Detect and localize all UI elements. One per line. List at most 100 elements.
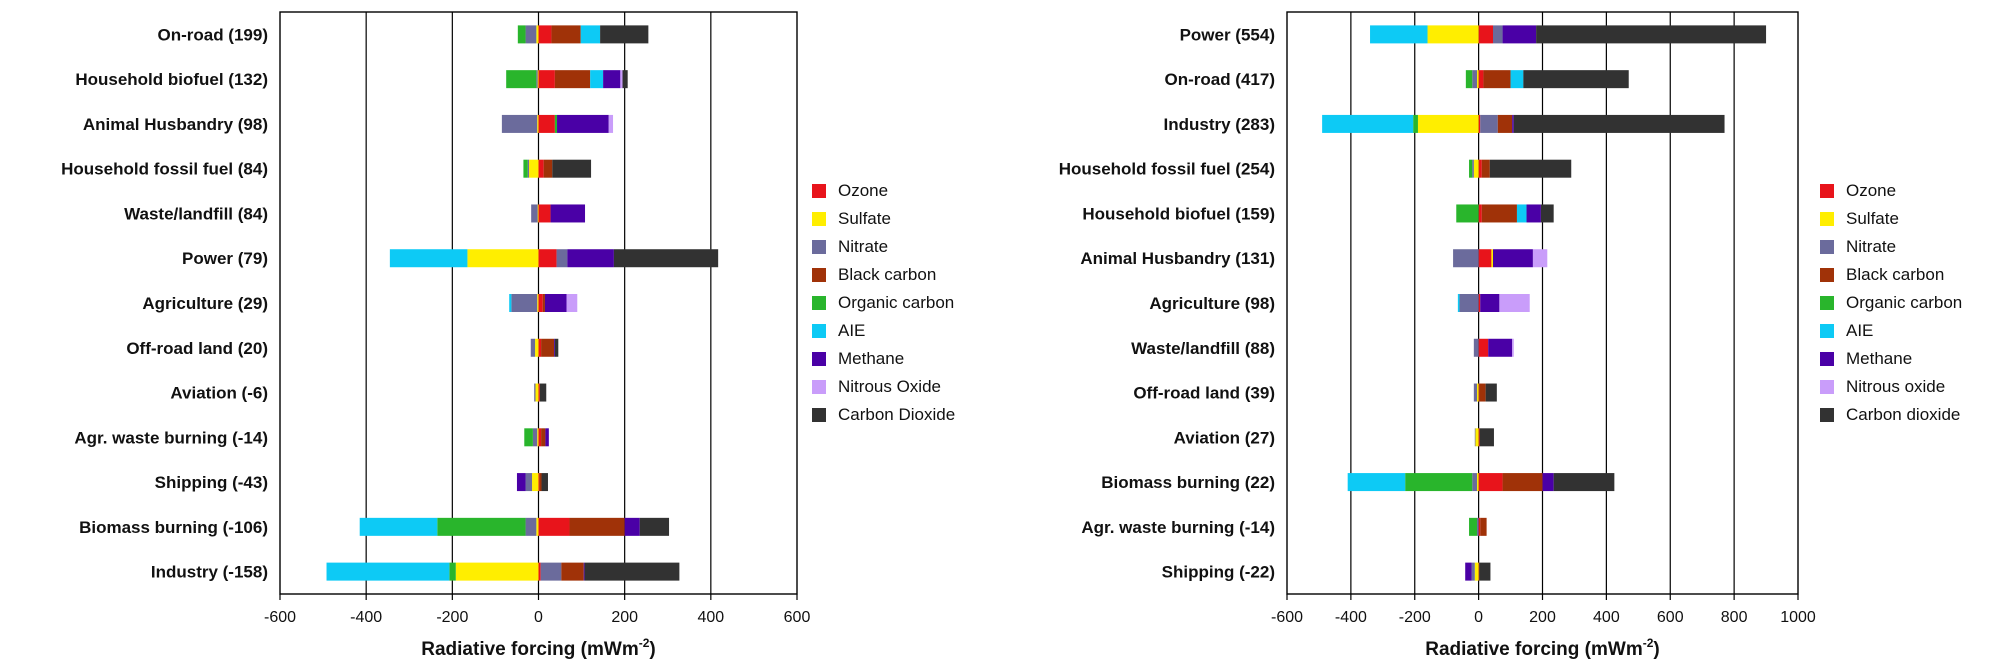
bar-segment-black-carbon bbox=[543, 159, 553, 178]
legend-swatch bbox=[812, 240, 826, 254]
bar-segment-sulfate bbox=[535, 338, 539, 357]
legend-label: Methane bbox=[838, 349, 905, 368]
bar-segment-black-carbon bbox=[551, 25, 581, 44]
bar-segment-black-carbon bbox=[541, 338, 555, 357]
bar-segment-nitrate bbox=[1472, 473, 1478, 492]
category-label: Power (554) bbox=[1180, 25, 1275, 44]
bar-segment-ozone bbox=[1478, 517, 1481, 536]
bar-segment-nitrous-oxide bbox=[1499, 294, 1530, 312]
bar-segment-sulfate bbox=[1475, 428, 1479, 447]
legend-item: Nitrous oxide bbox=[1820, 373, 1962, 401]
bar-segment-nitrate bbox=[1471, 562, 1475, 581]
bar-segment-ozone bbox=[1478, 204, 1482, 223]
bar-segment-sulfate bbox=[1427, 25, 1479, 44]
bar-segment-ozone bbox=[538, 338, 542, 357]
bar-segment-nitrate bbox=[1472, 70, 1478, 89]
legend-item: Nitrate bbox=[1820, 233, 1962, 261]
bar-segment-ozone bbox=[1478, 159, 1482, 178]
category-label: Animal Husbandry (131) bbox=[1080, 249, 1275, 268]
bar-segment-nitrate bbox=[536, 70, 538, 89]
category-label: Agr. waste burning (-14) bbox=[74, 428, 268, 447]
bar-segment-methane bbox=[1542, 473, 1554, 492]
bar-segment-aie bbox=[1457, 294, 1460, 312]
bar-segment-organic-carbon bbox=[1413, 114, 1418, 133]
bar-segment-nitrate bbox=[530, 338, 536, 357]
legend-label: Nitrate bbox=[1846, 237, 1897, 256]
bar-segment-carbon-dioxide bbox=[539, 383, 547, 402]
bar-segment-black-carbon bbox=[1502, 473, 1543, 492]
bar-segment-organic-carbon bbox=[523, 159, 528, 178]
category-label: Off-road land (20) bbox=[126, 339, 268, 358]
bar-segment-aie bbox=[1347, 473, 1406, 492]
category-label: Shipping (-22) bbox=[1162, 563, 1275, 582]
legend-label: Carbon Dioxide bbox=[838, 405, 956, 424]
legend-label: Organic carbon bbox=[1846, 293, 1963, 312]
bar-segment-organic-carbon bbox=[1469, 159, 1473, 178]
bar-segment-nitrous-oxide bbox=[1512, 338, 1514, 357]
bar-segment-ozone bbox=[1478, 114, 1481, 133]
bar-segment-carbon-dioxide bbox=[1523, 70, 1629, 89]
category-label: Agriculture (98) bbox=[1149, 294, 1275, 313]
bar-segment-ozone bbox=[538, 428, 542, 447]
bar-segment-sulfate bbox=[535, 383, 539, 402]
bar-segment-carbon-dioxide bbox=[600, 25, 649, 44]
bar-segment-black-carbon bbox=[561, 562, 584, 581]
bar-segment-methane bbox=[1502, 25, 1537, 44]
bar-segment-carbon-dioxide bbox=[1489, 159, 1572, 178]
legend-label: AIE bbox=[838, 321, 866, 340]
legend-item: Carbon dioxide bbox=[1820, 401, 1962, 429]
bar-segment-organic-carbon bbox=[517, 25, 526, 44]
legend-label: Carbon dioxide bbox=[1846, 405, 1961, 424]
x-tick-label: 400 bbox=[697, 609, 724, 626]
bar-segment-black-carbon bbox=[1481, 159, 1490, 178]
bar-segment-methane bbox=[544, 294, 567, 312]
category-label: Waste/landfill (84) bbox=[124, 204, 268, 223]
category-label: On-road (199) bbox=[157, 25, 268, 44]
bar-segment-aie bbox=[1510, 70, 1524, 89]
legend-item: Methane bbox=[1820, 345, 1962, 373]
bar-segment-black-carbon bbox=[542, 294, 545, 312]
bar-segment-carbon-dioxide bbox=[1536, 25, 1767, 44]
bar-segment-nitrate bbox=[1480, 114, 1498, 133]
x-tick-label: 600 bbox=[784, 609, 811, 626]
bar-segment-methane bbox=[1512, 114, 1514, 133]
bar-segment-sulfate bbox=[1477, 70, 1479, 89]
bar-segment-methane bbox=[567, 249, 614, 268]
bar-segment-sulfate bbox=[536, 517, 539, 536]
bar-segment-nitrate bbox=[531, 204, 538, 223]
bar-segment-organic-carbon bbox=[1456, 204, 1479, 223]
legend-swatch bbox=[812, 184, 826, 198]
category-label: Household fossil fuel (254) bbox=[1059, 160, 1275, 179]
bar-segment-nitrate bbox=[501, 114, 538, 133]
bar-segment-carbon-dioxide bbox=[552, 159, 592, 178]
category-label: Waste/landfill (88) bbox=[1131, 339, 1275, 358]
category-label: Aviation (27) bbox=[1174, 428, 1275, 447]
legend-label: AIE bbox=[1846, 321, 1874, 340]
bar-segment-black-carbon bbox=[1483, 70, 1511, 89]
bar-segment-nitrate bbox=[1474, 428, 1476, 447]
category-label: Household biofuel (159) bbox=[1082, 204, 1275, 223]
bar-segment-ozone bbox=[1478, 383, 1480, 402]
legend-right: Ozone Sulfate Nitrate Black carbon Organic c… bbox=[1820, 177, 1962, 429]
bar-segment-ozone bbox=[538, 562, 541, 581]
bar-segment-methane bbox=[624, 517, 640, 536]
bar-segment-sulfate bbox=[455, 562, 539, 581]
bar-segment-ozone bbox=[1478, 428, 1480, 447]
legend-label: Ozone bbox=[1846, 181, 1897, 200]
category-label: Off-road land (39) bbox=[1133, 384, 1275, 403]
legend-label: Black carbon bbox=[1846, 265, 1945, 284]
legend-label: Nitrate bbox=[838, 237, 889, 256]
bar-segment-ozone bbox=[1478, 249, 1492, 268]
bar-segment-ozone bbox=[1478, 562, 1480, 581]
legend-item: Black carbon bbox=[1820, 261, 1962, 289]
bar-segment-aie bbox=[590, 70, 604, 89]
bar-segment-carbon-dioxide bbox=[639, 517, 670, 536]
bar-segment-aie bbox=[1322, 114, 1414, 133]
category-label: On-road (417) bbox=[1164, 70, 1275, 89]
legend-swatch bbox=[1820, 240, 1834, 254]
legend-item: Sulfate bbox=[1820, 205, 1962, 233]
x-tick-label: 0 bbox=[1474, 609, 1483, 626]
bar-segment-nitrate bbox=[556, 249, 568, 268]
bar-segment-carbon-dioxide bbox=[1553, 473, 1615, 492]
category-label: Power (79) bbox=[182, 249, 268, 268]
